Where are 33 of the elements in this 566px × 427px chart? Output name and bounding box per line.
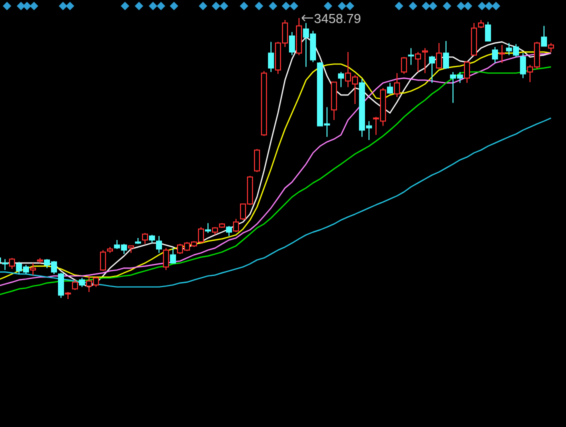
candlestick bbox=[100, 250, 106, 272]
candlestick bbox=[30, 262, 36, 276]
candlestick bbox=[72, 279, 78, 291]
candlestick bbox=[408, 48, 414, 66]
candlestick bbox=[156, 236, 162, 254]
candlestick bbox=[429, 55, 435, 84]
candlestick bbox=[2, 258, 8, 271]
candlestick bbox=[254, 148, 260, 172]
candlestick bbox=[541, 25, 547, 47]
candlestick bbox=[401, 56, 407, 74]
candlestick bbox=[170, 248, 176, 264]
candlestick bbox=[233, 218, 239, 233]
candlestick bbox=[142, 232, 148, 244]
candlestick bbox=[387, 82, 393, 94]
candlestick bbox=[226, 225, 232, 237]
candlestick bbox=[485, 21, 491, 42]
candlestick bbox=[520, 52, 526, 79]
candlestick bbox=[415, 52, 421, 72]
candlestick bbox=[205, 222, 211, 234]
candlestick bbox=[268, 41, 274, 72]
candlestick bbox=[443, 40, 449, 70]
candlestick bbox=[289, 32, 295, 56]
candlestick bbox=[338, 71, 344, 88]
candlestick bbox=[464, 60, 470, 84]
candlestick bbox=[394, 72, 400, 98]
candlestick bbox=[436, 42, 442, 70]
candlestick bbox=[499, 44, 505, 64]
candlestick bbox=[422, 48, 428, 74]
candlestick bbox=[58, 272, 64, 298]
candlestick bbox=[163, 248, 169, 271]
candlestick bbox=[492, 46, 498, 64]
candlestick bbox=[9, 257, 15, 270]
annotation: 3458.79 bbox=[314, 11, 361, 26]
